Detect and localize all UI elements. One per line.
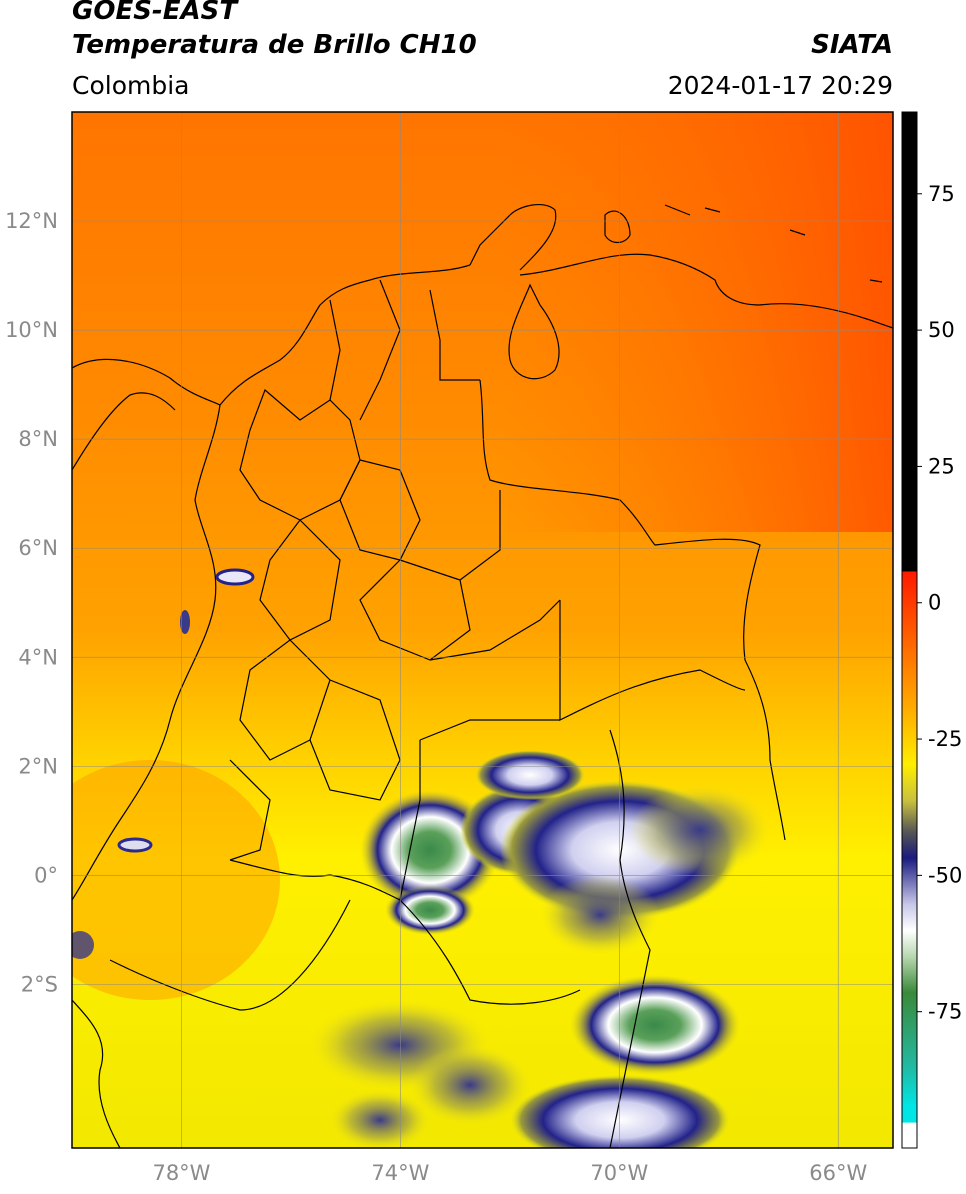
region-label: Colombia [72,71,190,100]
lon-tick-label: 66°W [809,1161,867,1185]
lon-tick-label: 74°W [371,1161,429,1185]
colorbar-tick-label: 0 [928,591,941,615]
lat-tick-label: 2°N [18,754,58,778]
brightness-temperature-field [72,112,893,1148]
colorbar-ticks: 75 50 25 0 -25 -50 -75 [917,182,962,1024]
colorbar-tick-label: -50 [928,863,962,887]
colorbar-tick-label: 25 [928,454,955,478]
lat-tick-label: 2°S [21,972,58,996]
timestamp-label: 2024-01-17 20:29 [667,71,893,100]
longitude-ticks: 78°W 74°W 70°W 66°W [152,1161,867,1185]
coastline-borders [72,203,893,1148]
map-frame [71,111,894,1149]
organization-label: SIATA [811,30,893,60]
lat-tick-label: 10°N [5,318,58,342]
colorbar-tick-label: 50 [928,318,955,342]
latitude-ticks: 12°N 10°N 8°N 6°N 4°N 2°N 0° 2°S [5,209,58,996]
colorbar [901,111,918,1149]
map-gridlines [72,112,893,1148]
lat-tick-label: 4°N [18,645,58,669]
lat-tick-label: 8°N [18,427,58,451]
lat-tick-label: 12°N [5,209,58,233]
title-line-2: Temperatura de Brillo CH10 [72,30,477,60]
title-line-1: GOES-EAST [72,0,238,26]
lat-tick-label: 6°N [18,536,58,560]
lon-tick-label: 70°W [590,1161,648,1185]
colorbar-tick-label: -75 [928,1000,962,1024]
colorbar-tick-label: -25 [928,727,962,751]
lon-tick-label: 78°W [152,1161,210,1185]
colorbar-tick-label: 75 [928,182,955,206]
lat-tick-label: 0° [34,863,58,887]
